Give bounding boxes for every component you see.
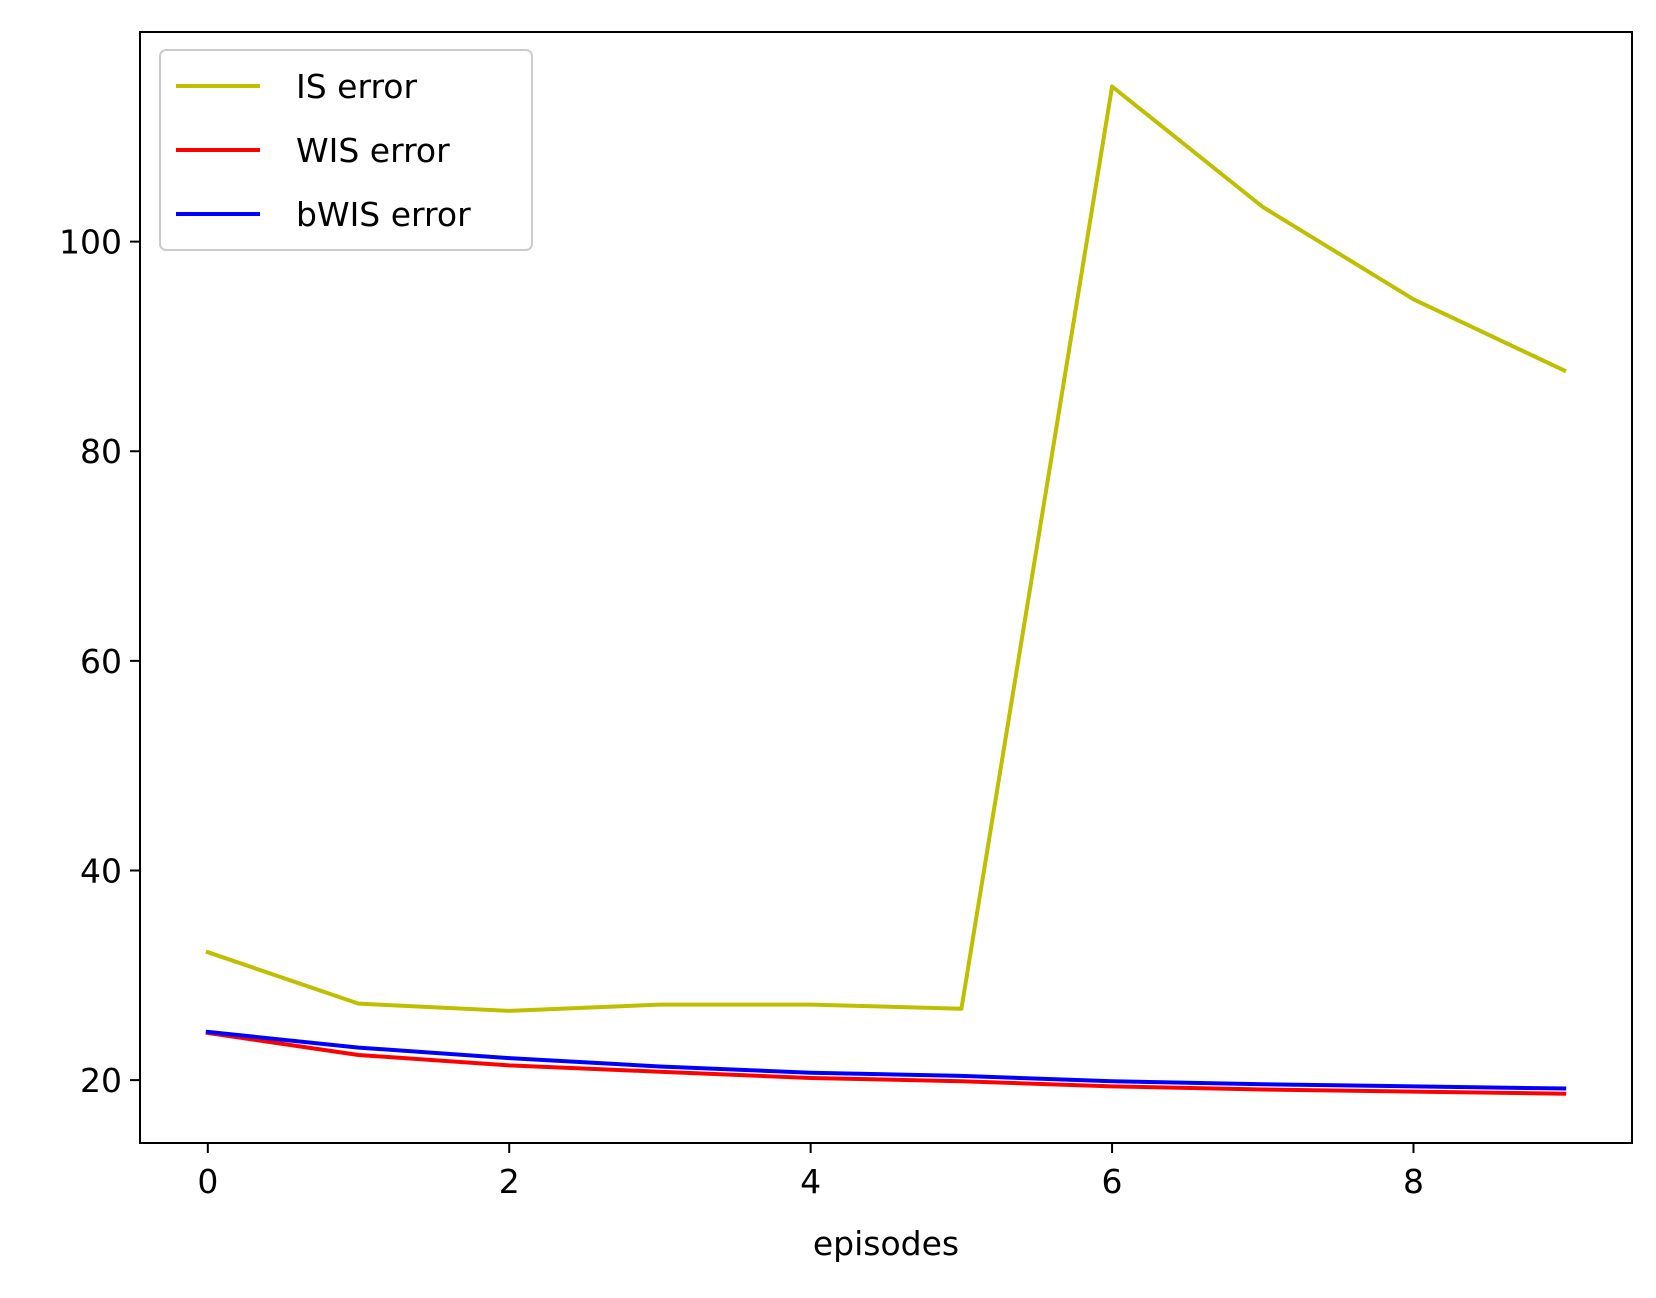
x-tick-label: 4 [800,1162,821,1201]
y-tick-label: 60 [80,642,122,681]
axes-frame [139,31,1633,1144]
legend-label-wis-error: WIS error [296,131,450,170]
x-tick-label: 8 [1403,1162,1424,1201]
legend-box [159,49,533,251]
x-tick-label: 2 [499,1162,520,1201]
x-axis-label: episodes [813,1224,959,1263]
x-tick-label: 6 [1102,1162,1123,1201]
y-axis: 20 40 60 80 100 [59,223,140,1100]
x-axis: 0 2 4 6 8 [197,1143,1424,1201]
y-tick-label: 80 [80,432,122,471]
y-tick-label: 20 [80,1061,122,1100]
legend: IS error WIS error bWIS error [159,49,533,251]
legend-label-bwis-error: bWIS error [296,195,471,234]
series-line-bwis-error [205,1029,1567,1091]
y-tick-label: 40 [80,851,122,890]
y-tick-label: 100 [59,223,122,262]
legend-label-is-error: IS error [296,67,417,106]
series-line-is-error [205,84,1567,1013]
series-group [205,84,1567,1096]
x-tick-label: 0 [197,1162,218,1201]
series-line-wis-error [205,1030,1567,1096]
